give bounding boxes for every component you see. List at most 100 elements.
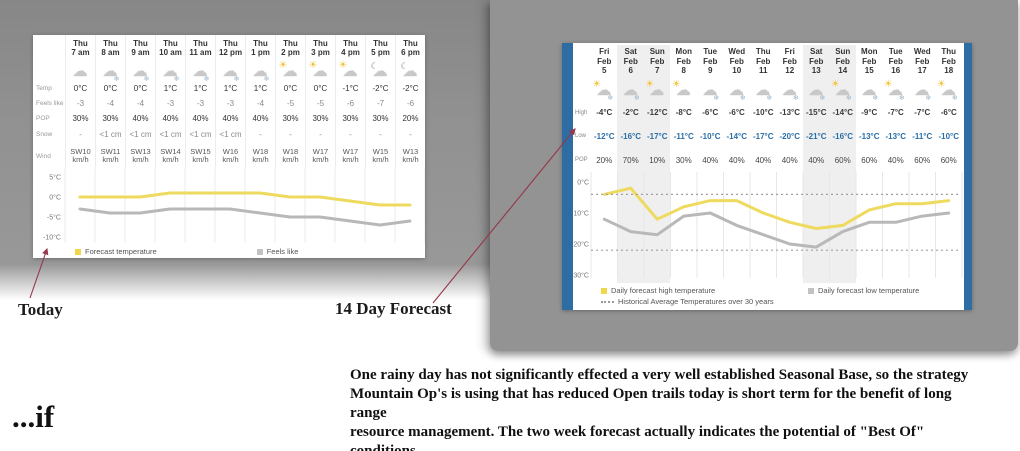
temp-cell: 1°C <box>185 81 215 96</box>
flake-glyph: ❄ <box>872 95 879 102</box>
row-label-low: Low <box>575 133 587 139</box>
condition-cell: ☾ ☁ <box>395 61 425 81</box>
cloud-glyph: ☁ <box>834 82 850 99</box>
flake-glyph: ❄ <box>607 95 614 102</box>
hour-column-header[interactable]: Thu 3 pm <box>305 35 335 61</box>
sun-cloud-icon: ☀ ☁ <box>339 60 363 80</box>
snow-cell: <1 cm <box>125 126 155 143</box>
flake-glyph: ❄ <box>633 95 640 102</box>
condition-cell: ☁ ❄ <box>215 61 245 83</box>
hour-column-header[interactable]: Thu 2 pm <box>275 35 305 61</box>
hour-column-header[interactable]: Thu 12 pm <box>215 35 245 61</box>
temp-cell: 0°C <box>95 81 125 96</box>
hour-column-header[interactable]: Thu 11 am <box>185 35 215 61</box>
hour-column-header[interactable]: Thu 1 pm <box>245 35 275 61</box>
pop-cell: 30% <box>335 111 365 126</box>
feels-like-cell: -6 <box>395 96 425 111</box>
hour-column-header[interactable]: Thu 8 am <box>95 35 125 61</box>
day-column-header[interactable]: Thu Feb 18 <box>941 47 957 76</box>
day-column-header[interactable]: Thu Feb 11 <box>755 47 771 76</box>
high-temp-cell: -6°C <box>940 108 957 117</box>
flake-glyph: ❄ <box>203 75 210 83</box>
cloud-glyph: ☁ <box>861 82 877 99</box>
hour-column-header[interactable]: Thu 6 pm <box>395 35 425 61</box>
condition-cell: ☁ ❄ <box>95 61 125 83</box>
day-column-header[interactable]: Tue Feb 9 <box>703 47 718 76</box>
wind-cell: W15 km/h <box>365 143 395 169</box>
cloud-glyph: ☁ <box>755 82 771 99</box>
day-column-header[interactable]: Wed Feb 17 <box>913 47 931 76</box>
gray-square-icon <box>256 248 263 255</box>
cloud-snow-icon: ☁ ❄ <box>249 63 273 83</box>
cloud-glyph: ☁ <box>914 82 930 99</box>
cloud-glyph: ☁ <box>312 62 328 80</box>
cloud-glyph: ☁ <box>887 82 903 99</box>
flake-glyph: ❄ <box>143 75 150 83</box>
row-label-icons <box>33 61 65 81</box>
pop-cell: 30% <box>65 111 95 126</box>
high-temp-cell: -13°C <box>779 108 801 117</box>
daily-forecast-card: Fri Feb 5 Sat Feb 6 Sun Feb 7 Mon Feb 8 Tue Feb 9 Wed Fe… <box>562 43 972 310</box>
cloud-glyph: ☁ <box>132 62 148 80</box>
high-temp-cell: -7°C <box>914 108 931 117</box>
temp-cell: 1°C <box>155 81 185 96</box>
low-temp-cell: -16°C <box>832 131 854 141</box>
condition-cell: ☀ ☁ <box>305 60 335 81</box>
feels-like-cell: -5 <box>275 96 305 111</box>
temp-cell: -1°C <box>335 81 365 96</box>
feels-like-cell: -4 <box>245 96 275 111</box>
sun-cloud-snow-icon: ☀ ☁ ❄ <box>937 80 961 103</box>
hour-column-header[interactable]: Thu 10 am <box>155 35 185 61</box>
cloud-snow-icon: ☁ ❄ <box>619 82 643 102</box>
pop-cell: 30% <box>95 111 125 126</box>
day-column-header[interactable]: Mon Feb 8 <box>675 47 692 76</box>
condition-cell: ☁ ❄ <box>856 80 883 102</box>
flake-glyph: ❄ <box>845 95 852 102</box>
day-column-header[interactable]: Sat Feb 13 <box>809 47 824 76</box>
pop-cell: 40% <box>702 155 719 165</box>
pop-cell: 20% <box>395 111 425 126</box>
day-column-header[interactable]: Sun Feb 14 <box>835 47 851 76</box>
day-column-header[interactable]: Sat Feb 6 <box>623 47 638 76</box>
legend-item-feels-like: Feels like <box>256 247 299 256</box>
cloud-snow-icon: ☁ ❄ <box>725 82 749 102</box>
condition-cell: ☀ ☁ ❄ <box>883 79 910 103</box>
moon-cloud-icon: ☾ ☁ <box>369 61 393 80</box>
day-column-header[interactable]: Sun Feb 7 <box>649 47 665 76</box>
hour-column-header[interactable]: Thu 4 pm <box>335 35 365 61</box>
legend-label: Feels like <box>266 247 299 256</box>
day-column-header[interactable]: Fri Feb 5 <box>597 47 612 76</box>
condition-cell: ☀ ☁ <box>275 60 305 81</box>
day-column-header[interactable]: Tue Feb 16 <box>888 47 903 76</box>
day-column-header[interactable]: Wed Feb 10 <box>728 47 746 76</box>
cloud-snow-icon: ☁ ❄ <box>910 82 934 102</box>
cloud-glyph: ☁ <box>649 82 665 99</box>
condition-cell: ☀ ☁ <box>671 80 698 101</box>
feels-like-cell: -4 <box>125 96 155 111</box>
cloud-glyph: ☁ <box>72 62 88 80</box>
svg-text:-5°C: -5°C <box>47 214 61 222</box>
hour-column-header[interactable]: Thu 9 am <box>125 35 155 61</box>
day-column-header[interactable]: Fri Feb 12 <box>782 47 797 76</box>
hour-column-header[interactable]: Thu 5 pm <box>365 35 395 61</box>
snow-cell: <1 cm <box>215 126 245 143</box>
wind-cell: SW15 km/h <box>185 143 215 169</box>
day-column-header[interactable]: Mon Feb 15 <box>861 47 878 76</box>
hour-column-header[interactable]: Thu 7 am <box>65 35 95 61</box>
svg-text:5°C: 5°C <box>49 174 61 182</box>
temp-cell: 0°C <box>125 81 155 96</box>
svg-text:-30°C: -30°C <box>573 272 589 280</box>
dotted-line-icon <box>601 300 614 303</box>
low-temp-cell: -12°C <box>593 131 615 141</box>
pop-cell: 30% <box>365 111 395 126</box>
svg-text:-10°C: -10°C <box>573 210 589 218</box>
daily-forecast-table: Fri Feb 5 Sat Feb 6 Sun Feb 7 Mon Feb 8 Tue Feb 9 Wed Fe… <box>573 43 962 172</box>
snow-cell: - <box>335 126 365 143</box>
sun-cloud-snow-icon: ☀ ☁ ❄ <box>883 79 908 103</box>
sun-glyph: ☀ <box>883 79 893 90</box>
low-temp-cell: -11°C <box>673 131 694 141</box>
pop-cell: 40% <box>781 155 798 165</box>
flake-glyph: ❄ <box>925 95 932 102</box>
high-temp-cell: -2°C <box>622 108 639 117</box>
